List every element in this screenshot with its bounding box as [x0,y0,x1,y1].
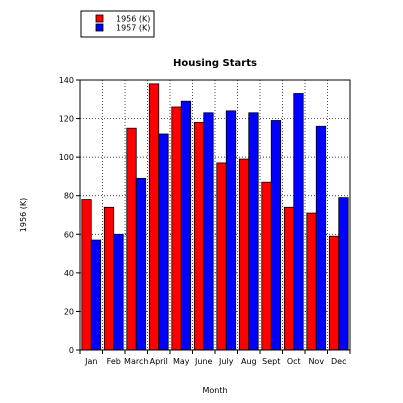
y-tick-label: 20 [64,307,74,316]
x-tick-label-june: June [194,357,213,366]
y-axis-ticks: 0 20 40 60 80 100 120 140 [59,76,80,355]
legend-swatch-1956 [95,14,104,23]
bars [81,83,349,351]
y-tick-label: 120 [59,115,74,124]
bar-1957-may [180,100,192,351]
bar-1957-feb [113,233,124,351]
bar-1957-july [225,110,237,351]
bar-1957-jan [90,239,102,351]
bar-1956-march [126,127,137,351]
x-axis-ticks: Jan Feb March April May June July Aug Sept Oct Nov… [79,350,351,366]
bar-1956-june [193,122,205,351]
legend: 1956 (K) 1957 (K) [80,10,155,38]
x-tick-label-jan: Jan [84,357,97,366]
bar-1956-jan [81,199,92,351]
bar-1957-nov [315,125,327,351]
y-tick-label: 40 [64,269,74,278]
x-tick-label-feb: Feb [107,357,121,366]
x-tick-label-nov: Nov [308,357,324,366]
grid [80,80,350,350]
bar-1957-sept [270,120,282,351]
bar-1956-aug [238,158,250,351]
y-axis-label: 1956 (K) [19,198,28,232]
bar-1957-april [158,133,169,351]
legend-swatch-1957 [95,23,104,32]
bar-1956-sept [261,181,272,351]
chart-title: Housing Starts [173,58,257,69]
y-tick-label: 0 [69,346,74,355]
y-tick-label: 80 [64,192,74,201]
bar-1957-oct [293,93,304,351]
bar-1956-feb [103,206,115,351]
bar-1956-oct [283,206,295,351]
bar-1957-dec [338,197,349,351]
bar-1956-may [171,106,182,351]
x-tick-label-dec: Dec [331,357,346,366]
legend-label-1956: 1956 (K) [116,15,150,24]
x-tick-label-aug: Aug [241,357,257,366]
x-axis-label: Month [202,386,227,395]
bar-1957-june [203,112,214,351]
x-tick-label-may: May [173,357,190,366]
bar-1956-april [148,83,160,351]
y-tick-label: 100 [59,153,74,162]
x-tick-label-april: April [150,357,168,366]
x-tick-label-oct: Oct [287,357,301,366]
x-tick-label-july: July [218,357,234,366]
bar-1957-aug [248,112,259,351]
bar-1956-nov [306,212,317,351]
y-tick-label: 60 [64,230,74,239]
y-tick-label: 140 [59,76,74,85]
bar-1956-july [216,162,227,351]
bar-1956-dec [328,235,340,351]
legend-box [80,10,155,38]
x-tick-label-march: March [124,357,148,366]
bar-1957-march [135,177,147,351]
legend-label-1957: 1957 (K) [116,24,150,33]
x-tick-label-sept: Sept [262,357,280,366]
